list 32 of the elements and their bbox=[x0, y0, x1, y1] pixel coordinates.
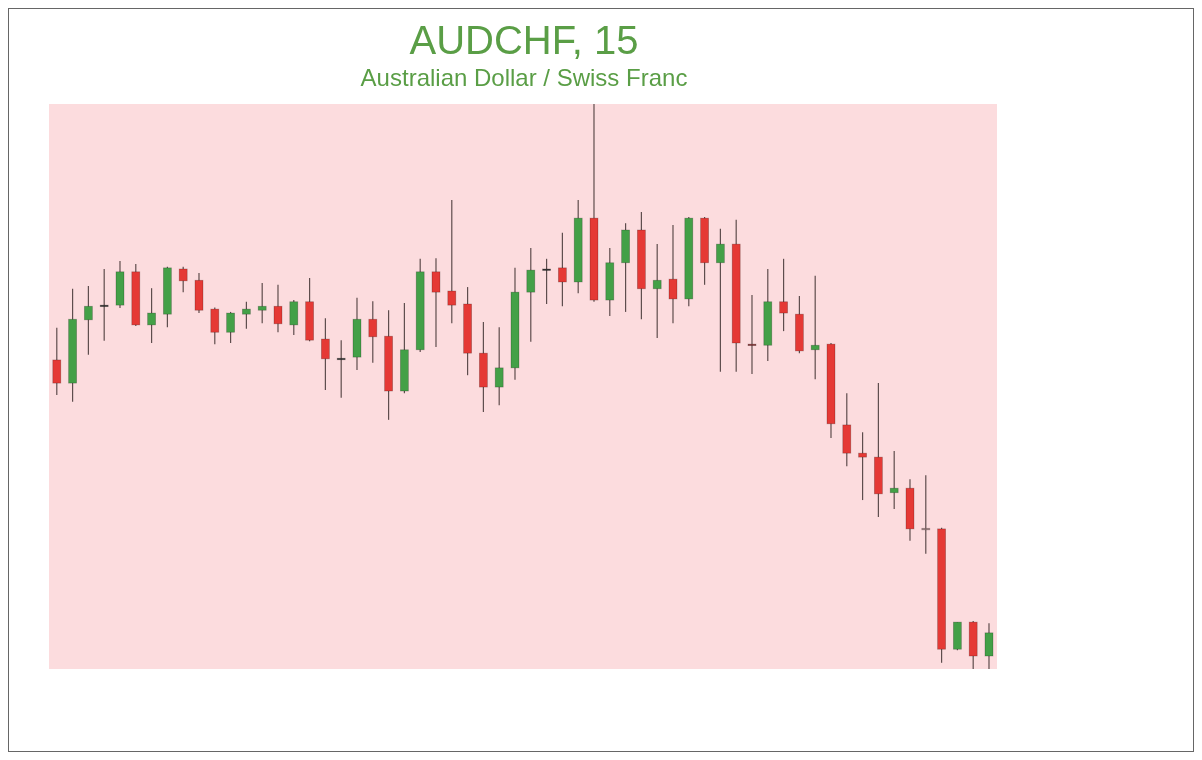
candlestick bbox=[83, 285, 93, 356]
candlestick bbox=[257, 282, 267, 324]
candlestick bbox=[368, 300, 378, 364]
candlestick bbox=[210, 306, 220, 345]
candlestick bbox=[99, 268, 109, 342]
candlestick bbox=[668, 224, 678, 324]
candlestick bbox=[431, 257, 441, 348]
candlestick bbox=[747, 294, 757, 375]
candlestick bbox=[652, 243, 662, 339]
candlestick bbox=[447, 199, 457, 324]
candlestick bbox=[984, 622, 994, 669]
candlestick bbox=[542, 258, 551, 305]
candlestick bbox=[147, 287, 156, 344]
candlestick bbox=[178, 266, 188, 293]
candlestick bbox=[336, 339, 346, 399]
candlestick bbox=[320, 317, 330, 391]
candlestick bbox=[921, 474, 931, 555]
chart-title: AUDCHF, 15 bbox=[408, 17, 640, 63]
chart-subtitle: Australian Dollar / Swiss Franc bbox=[359, 63, 689, 93]
candlestick bbox=[526, 247, 536, 343]
candlestick bbox=[52, 327, 62, 396]
candlestick bbox=[715, 228, 725, 373]
candlestick bbox=[226, 311, 235, 344]
candlestick bbox=[289, 299, 299, 336]
candlestick bbox=[858, 431, 867, 501]
candlestick bbox=[241, 301, 251, 330]
candlestick bbox=[779, 258, 788, 332]
candlestick bbox=[889, 450, 899, 510]
candlestick bbox=[810, 275, 820, 380]
candlestick bbox=[557, 232, 567, 307]
candlestick bbox=[494, 326, 504, 406]
candlestick bbox=[273, 284, 283, 333]
